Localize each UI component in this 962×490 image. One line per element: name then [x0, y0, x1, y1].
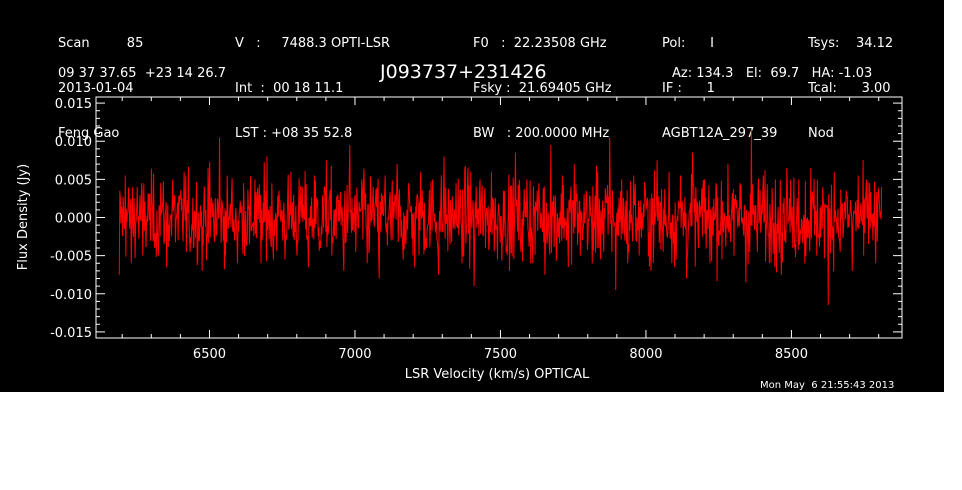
y-tick-label: 0.000	[55, 212, 92, 227]
system-temp-info: Tsys: 34.12 Tcal: 3.00 Nod	[808, 6, 893, 171]
source-velocity: V : 7488.3 OPTI-LSR	[235, 36, 391, 51]
x-tick-label: 7500	[484, 347, 517, 362]
x-axis: 6500 7000 7500 8000 8500	[121, 97, 880, 362]
x-tick-label: 7000	[338, 347, 371, 362]
rest-frequency: F0 : 22.23508 GHz	[473, 36, 607, 51]
project-id: AGBT12A_297_39	[662, 126, 778, 141]
scan-date: 2013-01-04	[58, 81, 134, 96]
bandwidth: BW : 200.0000 MHz	[473, 126, 610, 141]
x-tick-label: 8500	[775, 347, 808, 362]
observer-name: Feng Gao	[58, 126, 120, 141]
y-tick-label: -0.015	[50, 326, 92, 341]
x-tick-label: 8000	[629, 347, 662, 362]
scan-info: Scan 85 2013-01-04 Feng Gao	[58, 6, 143, 171]
tsys: Tsys: 34.12	[808, 36, 894, 51]
source-coordinates: 09 37 37.65 +23 14 26.7	[58, 66, 227, 81]
plot-window: Scan 85 2013-01-04 Feng Gao V : 7488.3 O…	[0, 0, 944, 392]
procedure: Nod	[808, 126, 834, 141]
tcal: Tcal: 3.00	[808, 81, 891, 96]
plot-timestamp: Mon May 6 21:55:43 2013	[760, 380, 895, 391]
if-number: IF : 1	[662, 81, 715, 96]
scan-number: Scan 85	[58, 36, 144, 51]
y-tick-label: -0.010	[50, 288, 92, 303]
y-tick-label: 0.010	[55, 135, 92, 150]
y-tick-label: -0.005	[50, 250, 92, 265]
lst: LST : +08 35 52.8	[235, 126, 353, 141]
x-tick-label: 6500	[193, 347, 226, 362]
velocity-info: V : 7488.3 OPTI-LSR Int : 00 18 11.1 LST…	[235, 6, 390, 171]
x-axis-label: LSR Velocity (km/s) OPTICAL	[405, 367, 590, 382]
sky-frequency: Fsky : 21.69405 GHz	[473, 81, 612, 96]
y-axis: -0.015 -0.010 -0.005 0.000 0.005 0.010 0.015	[50, 97, 902, 341]
spectrum-chart: 6500 7000 7500 8000 8500 -0.015 -0.010 -0.005 0…	[16, 96, 903, 382]
y-tick-label: 0.005	[55, 173, 92, 188]
frequency-info: F0 : 22.23508 GHz Fsky : 21.69405 GHz BW…	[473, 6, 612, 171]
integration-time: Int : 00 18 11.1	[235, 81, 344, 96]
polarization: Pol: I	[662, 36, 714, 51]
pointing-info: Az: 134.3 El: 69.7 HA: -1.03	[672, 66, 873, 81]
polarization-info: Pol: I IF : 1 AGBT12A_297_39	[662, 6, 777, 171]
object-name: J093737+231426	[380, 61, 547, 83]
spectrum-trace	[118, 129, 883, 306]
y-axis-label: Flux Density (Jy)	[16, 164, 31, 270]
spectrum-trace-layer	[118, 129, 883, 306]
y-tick-label: 0.015	[55, 97, 92, 112]
